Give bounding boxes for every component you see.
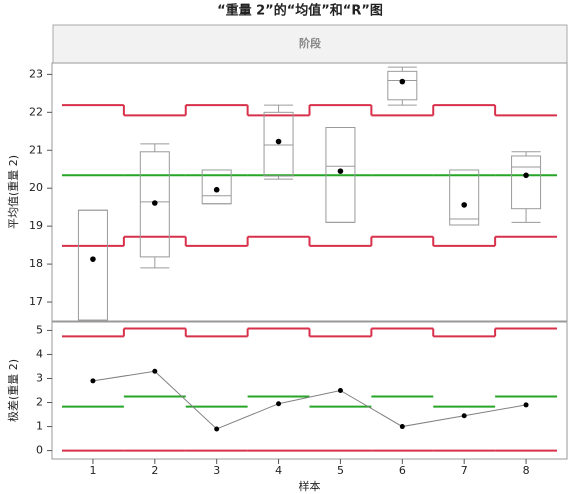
x-tick-label: 2 (151, 464, 158, 477)
x-tick-label: 4 (275, 464, 282, 477)
y-tick-label: 1 (36, 420, 43, 433)
range-point (276, 401, 282, 407)
mean-point (337, 168, 344, 174)
y-tick-label: 17 (29, 295, 43, 308)
range-point (337, 388, 343, 393)
range-point (214, 426, 220, 432)
box (325, 127, 356, 223)
box (449, 169, 480, 226)
range-point (461, 413, 467, 419)
chart-title: “重量 2”的“均值”和“R”图 (217, 3, 383, 19)
x-tick-label: 3 (213, 464, 220, 477)
mean-point (152, 200, 158, 206)
y-tick-label: 0 (36, 444, 43, 457)
y-tick-label: 18 (29, 257, 43, 270)
y-tick-label: 5 (36, 323, 43, 336)
y-axis-label: 平均值(重量 2) (6, 155, 20, 229)
x-tick-label: 6 (399, 464, 406, 477)
x-axis-label: 样本 (299, 479, 321, 493)
y-tick-label: 19 (29, 219, 43, 232)
range-point (90, 378, 96, 384)
y-tick-label: 4 (36, 347, 43, 360)
phase-label: 阶段 (299, 36, 321, 50)
mean-point (90, 256, 96, 262)
plot-frame (51, 62, 568, 322)
range-point (523, 402, 529, 408)
box (387, 70, 418, 101)
y-tick-label: 20 (29, 181, 43, 194)
range-line (92, 370, 527, 430)
mean-point (399, 78, 406, 85)
x-tick-label: 1 (89, 464, 96, 477)
y-axis-label: 极差(重量 2) (6, 359, 20, 422)
x-tick-label: 7 (461, 464, 468, 477)
phase-header (52, 24, 568, 64)
box (263, 111, 294, 177)
y-tick-label: 2 (36, 396, 43, 409)
range-point (399, 424, 405, 430)
range-point (152, 368, 158, 374)
box (511, 155, 542, 210)
mean-point (523, 172, 529, 179)
mean-point (213, 186, 220, 193)
y-tick-label: 22 (29, 105, 43, 118)
x-tick-label: 8 (523, 464, 530, 477)
y-tick-label: 23 (29, 67, 43, 80)
box (77, 209, 108, 321)
mean-point (461, 202, 467, 208)
y-tick-label: 21 (29, 143, 43, 156)
y-tick-label: 3 (36, 371, 43, 384)
x-tick-label: 5 (337, 464, 344, 477)
box (139, 151, 170, 258)
box (201, 169, 232, 205)
mean-point (275, 138, 282, 145)
plot-frame (51, 321, 568, 460)
